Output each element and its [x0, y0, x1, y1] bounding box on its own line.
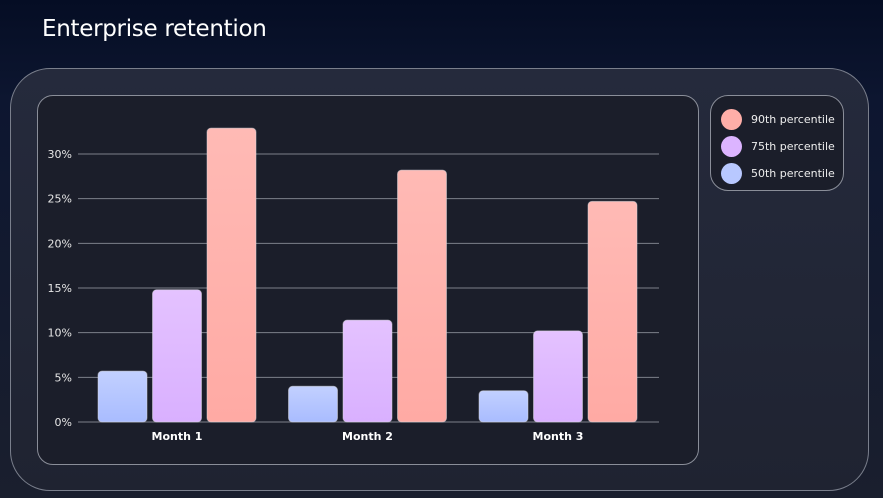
bar-90th-percentile-month-1 — [206, 127, 257, 423]
x-tick-label: Month 1 — [152, 430, 203, 443]
y-tick-label: 0% — [55, 416, 72, 429]
legend-label: 75th percentile — [751, 140, 835, 153]
bar-90th-percentile-month-3 — [587, 200, 638, 423]
y-tick-label: 30% — [48, 148, 72, 161]
y-tick-label: 20% — [48, 237, 72, 250]
legend: 90th percentile 75th percentile 50th per… — [710, 95, 844, 191]
bar-75th-percentile-month-1 — [152, 289, 202, 423]
legend-swatch-icon — [721, 136, 742, 157]
bar-50th-percentile-month-3 — [478, 390, 529, 423]
bar-50th-percentile-month-2 — [288, 385, 338, 423]
legend-swatch-icon — [721, 163, 742, 184]
legend-item-90th: 90th percentile — [711, 106, 843, 133]
legend-item-75th: 75th percentile — [711, 133, 843, 160]
bar-90th-percentile-month-2 — [397, 169, 447, 423]
y-tick-label: 15% — [48, 282, 72, 295]
legend-swatch-icon — [721, 109, 742, 130]
legend-label: 90th percentile — [751, 113, 835, 126]
y-tick-label: 10% — [48, 327, 72, 340]
x-tick-label: Month 3 — [533, 430, 584, 443]
page-title: Enterprise retention — [42, 16, 267, 42]
bar-50th-percentile-month-1 — [97, 370, 148, 423]
bar-75th-percentile-month-3 — [533, 330, 583, 423]
bar-75th-percentile-month-2 — [342, 319, 393, 423]
y-tick-label: 5% — [55, 371, 72, 384]
x-tick-label: Month 2 — [342, 430, 393, 443]
y-tick-label: 25% — [48, 193, 72, 206]
legend-item-50th: 50th percentile — [711, 160, 843, 187]
legend-label: 50th percentile — [751, 167, 835, 180]
